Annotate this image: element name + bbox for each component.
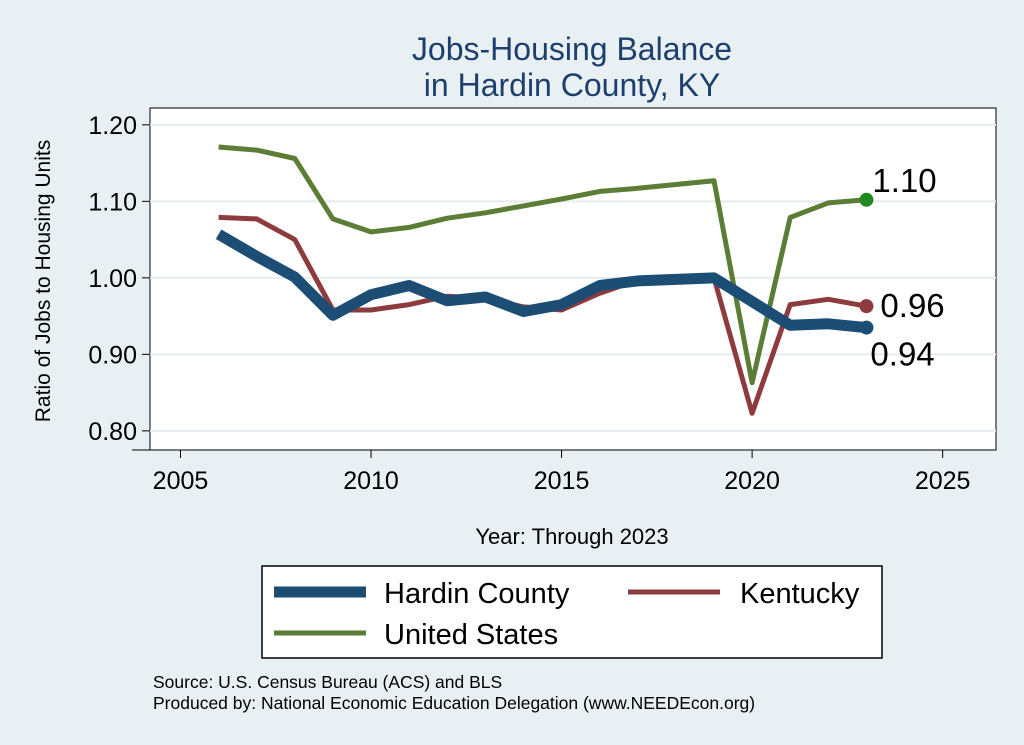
legend-box [261, 565, 883, 659]
y-axis: 0.80 0.90 1.00 1.10 1.20 [88, 112, 150, 446]
x-tick-label: 2015 [534, 467, 590, 495]
legend-label-united-states: United States [384, 619, 558, 651]
chart-title-line-2: in Hardin County, KY [424, 67, 720, 103]
x-tick-label: 2020 [724, 467, 780, 495]
x-axis-label: Year: Through 2023 [475, 524, 668, 549]
legend-label-kentucky: Kentucky [740, 578, 860, 610]
y-tick-label: 0.90 [88, 341, 137, 369]
x-tick-label: 2010 [343, 467, 399, 495]
end-marker-united-states [859, 192, 874, 207]
legend: Hardin County Kentucky United States [261, 565, 883, 659]
end-value-label-united-states: 1.10 [872, 162, 936, 199]
series-line-united-states [218, 144, 867, 386]
source-note: Source: U.S. Census Bureau (ACS) and BLS [153, 672, 502, 692]
end-value-label-hardin-county: 0.94 [870, 336, 934, 373]
end-value-label-kentucky: 0.96 [880, 287, 944, 324]
end-marker-hardin-county [859, 320, 874, 335]
x-tick-label: 2025 [915, 467, 971, 495]
y-tick-label: 1.00 [88, 265, 137, 293]
plot-area [149, 107, 997, 451]
y-tick-label: 1.20 [88, 112, 137, 140]
producer-note: Produced by: National Economic Education… [153, 693, 755, 713]
x-tick-label: 2005 [153, 467, 209, 495]
chart-title-line-1: Jobs-Housing Balance [412, 31, 732, 67]
end-labels: 0.94 0.96 1.10 [870, 162, 944, 373]
x-axis: 2005 2010 2015 2020 2025 [132, 449, 996, 495]
legend-label-hardin-county: Hardin County [384, 578, 570, 610]
y-tick-label: 1.10 [88, 188, 137, 216]
chart-title: Jobs-Housing Balance in Hardin County, K… [412, 31, 732, 103]
end-marker-kentucky [859, 299, 874, 314]
y-tick-label: 0.80 [88, 418, 137, 446]
y-axis-label: Ratio of Jobs to Housing Units [32, 140, 55, 422]
series-layer [215, 144, 874, 416]
series-line-hardin-county [215, 229, 867, 334]
